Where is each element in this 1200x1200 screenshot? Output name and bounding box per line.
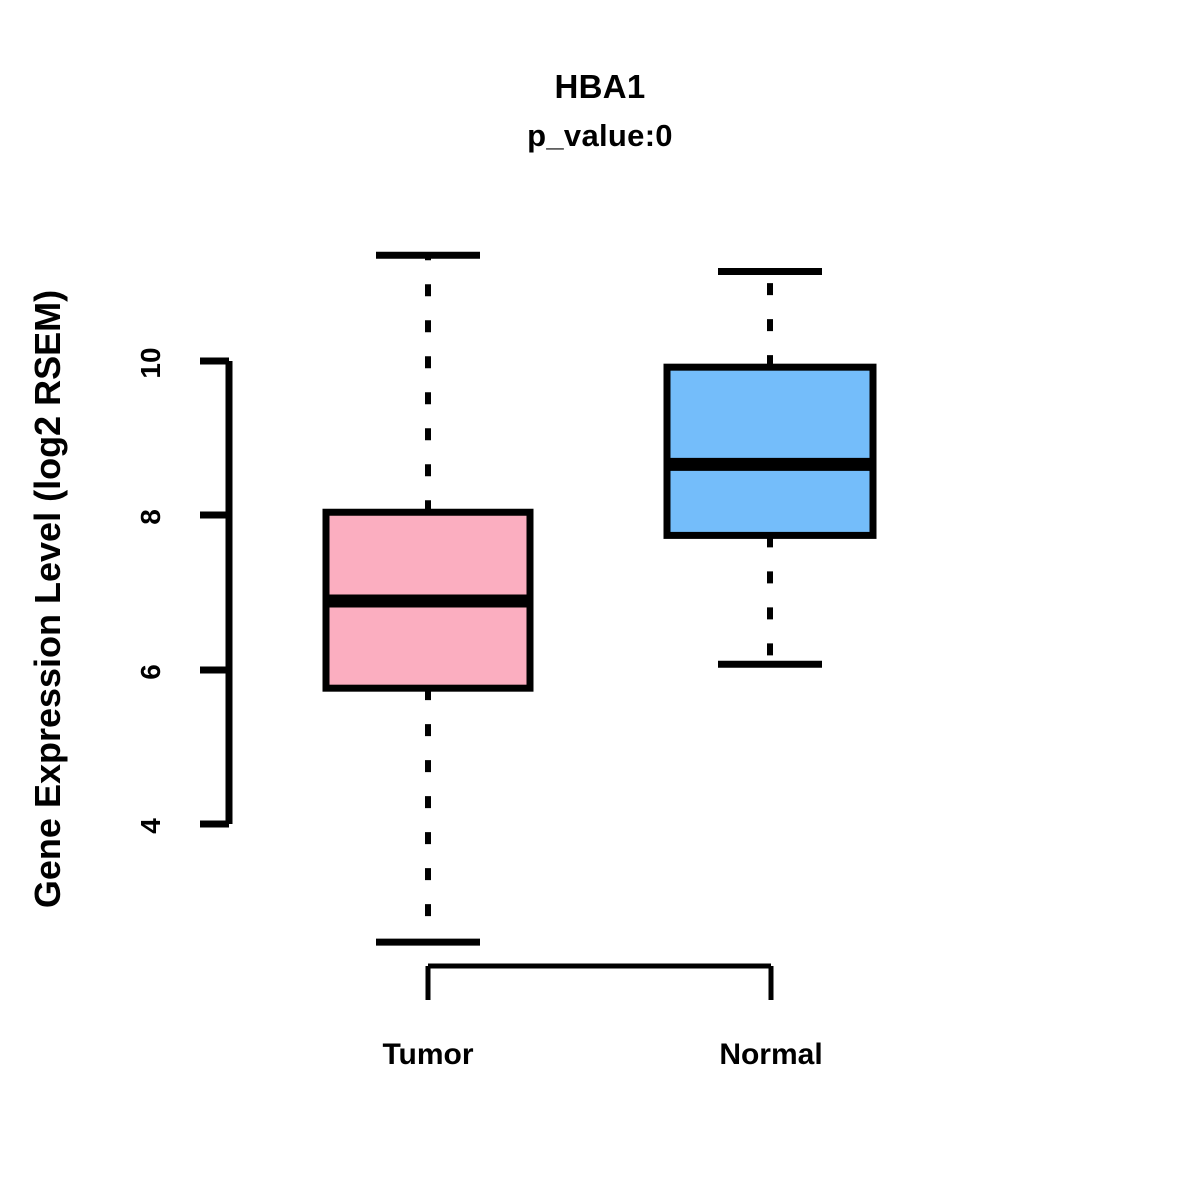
normal-box-rect xyxy=(663,363,877,539)
x-axis xyxy=(425,963,774,1000)
y-axis xyxy=(200,357,233,828)
box-normal xyxy=(663,267,877,668)
box-tumor xyxy=(322,251,534,946)
chart-subtitle: p_value:0 xyxy=(527,118,673,153)
x-tick-label-normal: Normal xyxy=(719,1038,823,1071)
x-tick-label-tumor: Tumor xyxy=(382,1038,474,1071)
chart-title: HBA1 xyxy=(554,68,646,105)
